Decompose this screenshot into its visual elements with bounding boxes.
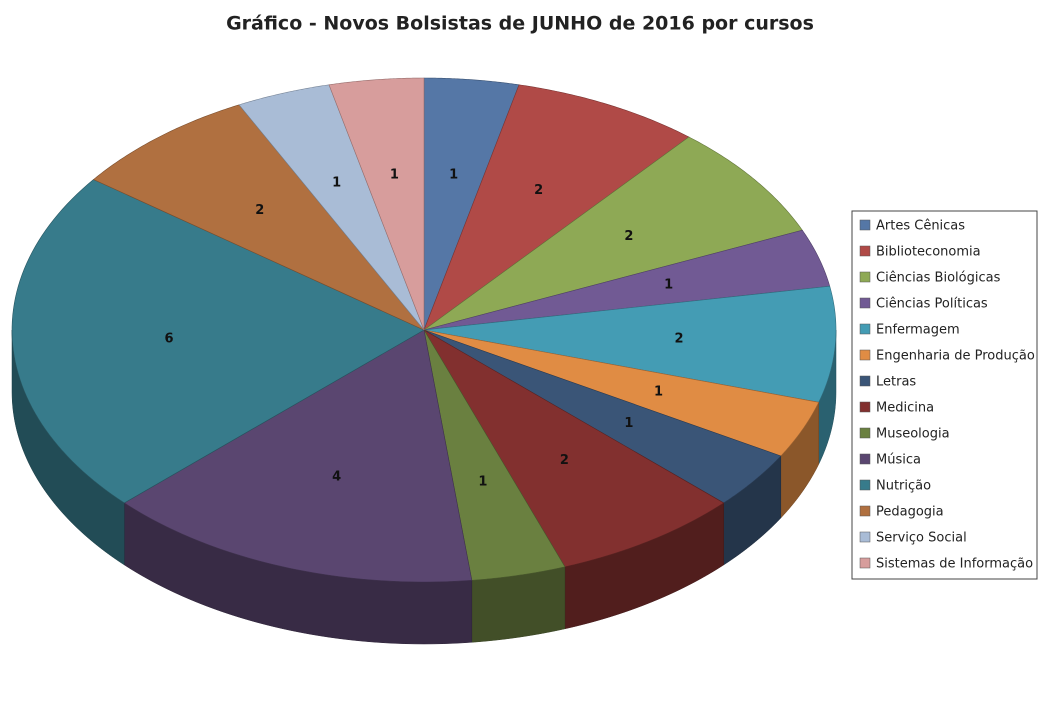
legend-swatch (859, 401, 871, 413)
legend-label: Ciências Biológicas (876, 271, 1001, 286)
legend-swatch (859, 453, 871, 465)
legend-swatch (859, 427, 871, 439)
pie-slice (238, 84, 425, 331)
legend-label: Música (876, 453, 921, 468)
data-label: 2 (255, 203, 264, 218)
pie-slice (328, 77, 425, 331)
legend-label: Biblioteconomia (876, 245, 981, 260)
data-label: 1 (390, 167, 399, 182)
data-label: 4 (332, 469, 341, 484)
pie-slice (423, 77, 520, 331)
pie-slice (423, 329, 782, 504)
legend-swatch (859, 323, 871, 335)
data-label: 1 (478, 475, 487, 490)
pie-slice (123, 329, 473, 583)
data-label: 2 (674, 332, 683, 347)
legend-swatch (859, 349, 871, 361)
legend-swatch (859, 245, 871, 257)
legend-label: Pedagogia (876, 505, 944, 520)
legend-label: Nutrição (876, 479, 931, 494)
data-label: 1 (332, 176, 341, 191)
data-label: 1 (664, 278, 673, 293)
legend-swatch (859, 505, 871, 517)
legend-swatch (859, 531, 871, 543)
data-label: 2 (534, 183, 543, 198)
pie-slice (423, 84, 690, 331)
legend-box (851, 210, 1038, 580)
legend-label: Medicina (876, 401, 934, 416)
legend-swatch (859, 557, 871, 569)
legend-swatch (859, 297, 871, 309)
pie-slice (423, 285, 837, 403)
pie-slice (423, 329, 725, 568)
pie-slice (423, 136, 803, 331)
legend-swatch (859, 479, 871, 491)
pie-slice (423, 329, 566, 581)
legend-swatch (859, 375, 871, 387)
data-label: 1 (654, 384, 663, 399)
pie-slice (423, 329, 820, 457)
pie-slice (92, 104, 425, 331)
data-label: 1 (624, 416, 633, 431)
legend-label: Museologia (876, 427, 950, 442)
legend-swatch (859, 219, 871, 231)
chart-title: Gráfico - Novos Bolsistas de JUNHO de 20… (226, 13, 814, 35)
legend-label: Enfermagem (876, 323, 960, 338)
legend-label: Sistemas de Informação (876, 557, 1033, 572)
pie-slice (423, 229, 831, 331)
legend-label: Engenharia de Produção (876, 349, 1035, 364)
data-label: 6 (164, 332, 173, 347)
legend-label: Ciências Políticas (876, 297, 988, 312)
data-label: 1 (449, 167, 458, 182)
legend-label: Artes Cênicas (876, 219, 965, 234)
legend-swatch (859, 271, 871, 283)
legend-label: Serviço Social (876, 531, 967, 546)
legend-label: Letras (876, 375, 916, 390)
pie-slice (11, 179, 425, 504)
data-label: 2 (624, 229, 633, 244)
data-label: 2 (560, 453, 569, 468)
